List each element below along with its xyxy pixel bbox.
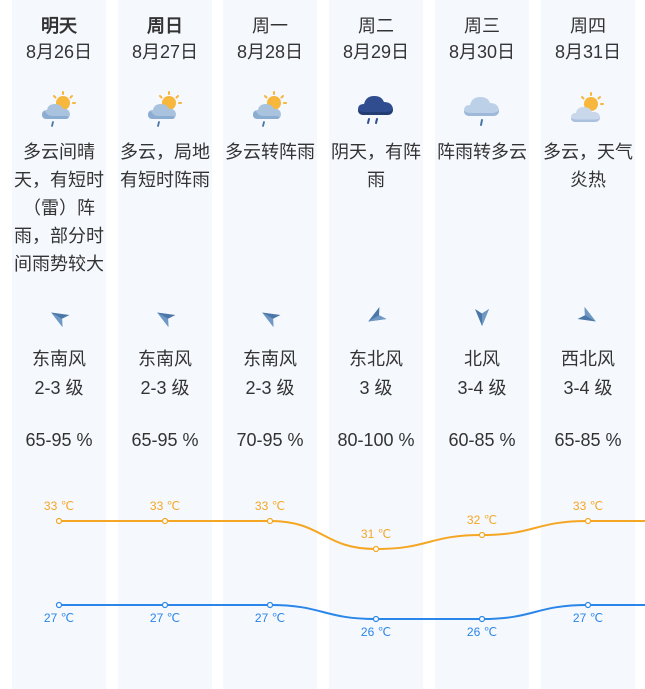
high-temp-label: 33 ℃ bbox=[255, 499, 285, 513]
weather-description: 多云，局地有短时阵雨 bbox=[120, 142, 210, 190]
weather-description: 阴天，有阵雨 bbox=[331, 142, 421, 190]
high-temp-label: 33 ℃ bbox=[573, 499, 603, 513]
high-temp-label: 32 ℃ bbox=[467, 513, 497, 527]
partly-cloudy-rain-icon bbox=[0, 90, 118, 130]
low-temp-label: 27 ℃ bbox=[573, 611, 603, 625]
wind-direction: 东南风 bbox=[32, 349, 86, 369]
wind-level: 3-4 级 bbox=[563, 378, 613, 398]
low-temp-label: 27 ℃ bbox=[255, 611, 285, 625]
humidity-range: 65-85 % bbox=[554, 430, 622, 450]
high-temp-label: 31 ℃ bbox=[361, 527, 391, 541]
day-label: 周一 bbox=[252, 16, 288, 36]
humidity-range: 65-95 % bbox=[131, 430, 199, 450]
humidity-range: 80-100 % bbox=[337, 430, 415, 450]
wind-level: 3-4 级 bbox=[457, 378, 507, 398]
weather-description: 多云转阵雨 bbox=[225, 142, 315, 162]
date-label: 8月30日 bbox=[448, 42, 516, 62]
date-label: 8月31日 bbox=[554, 42, 622, 62]
humidity-range: 70-95 % bbox=[236, 430, 304, 450]
wind-direction: 北风 bbox=[464, 349, 500, 369]
wind-direction: 东南风 bbox=[138, 349, 192, 369]
wind-level: 2-3 级 bbox=[245, 378, 295, 398]
low-temp-label: 27 ℃ bbox=[150, 611, 180, 625]
partly-cloudy-rain-icon bbox=[106, 90, 224, 130]
wind-level: 2-3 级 bbox=[34, 378, 84, 398]
wind-direction-arrow-icon bbox=[529, 306, 645, 328]
day-label: 周四 bbox=[570, 16, 606, 36]
low-temp-label: 26 ℃ bbox=[467, 625, 497, 639]
high-temp-point bbox=[161, 517, 169, 525]
forecast-day-column: 周四 8月31日 多云，天气炎热西北风 3-4 级 65-85 % bbox=[541, 0, 635, 689]
wind-direction-arrow-icon bbox=[317, 306, 435, 328]
low-temp-label: 26 ℃ bbox=[361, 625, 391, 639]
wind-direction-arrow-icon bbox=[211, 306, 329, 328]
high-temp-point bbox=[55, 517, 63, 525]
high-temp-line bbox=[59, 520, 645, 551]
date-label: 8月26日 bbox=[25, 42, 93, 62]
cloud-rain-icon bbox=[423, 90, 541, 130]
wind-direction: 东北风 bbox=[349, 349, 403, 369]
high-temp-point bbox=[478, 531, 486, 539]
low-temp-line bbox=[58, 604, 645, 620]
forecast-day-column: 周三 8月30日 阵雨转多云北风 3-4 级 60-85 % bbox=[435, 0, 529, 689]
wind-direction-arrow-icon bbox=[0, 306, 118, 328]
wind-direction-arrow-icon bbox=[106, 306, 224, 328]
date-label: 8月29日 bbox=[342, 42, 410, 62]
low-temp-point bbox=[584, 601, 592, 609]
dark-cloud-rain-icon bbox=[317, 90, 435, 130]
forecast-day-column: 周一 8月28日 多云转阵雨东南风 2-3 级 70-95 % bbox=[223, 0, 317, 689]
humidity-range: 65-95 % bbox=[25, 430, 93, 450]
high-temp-point bbox=[584, 517, 592, 525]
low-temp-point bbox=[55, 601, 63, 609]
wind-direction-arrow-icon bbox=[423, 306, 541, 328]
day-label: 周日 bbox=[147, 16, 183, 36]
weather-description: 阵雨转多云 bbox=[437, 142, 527, 162]
low-temp-point bbox=[478, 615, 486, 623]
high-temp-label: 33 ℃ bbox=[150, 499, 180, 513]
date-label: 8月28日 bbox=[236, 42, 304, 62]
partly-cloudy-rain-icon bbox=[211, 90, 329, 130]
high-temp-point bbox=[372, 545, 380, 553]
day-label: 明天 bbox=[41, 16, 77, 36]
day-label: 周三 bbox=[464, 16, 500, 36]
low-temp-point bbox=[372, 615, 380, 623]
low-temp-point bbox=[266, 601, 274, 609]
high-temp-label: 33 ℃ bbox=[44, 499, 74, 513]
day-label: 周二 bbox=[358, 16, 394, 36]
forecast-day-column: 周二 8月29日 阴天，有阵雨东北风 3 级 80-100 % bbox=[329, 0, 423, 689]
weather-description: 多云间晴天，有短时（雷）阵雨，部分时间雨势较大 bbox=[14, 142, 104, 274]
temperature-chart: 33 ℃ 33 ℃ 33 ℃ 31 ℃ 32 ℃ 33 ℃ 27 ℃ 27 ℃ 27 ℃ 26 ℃… bbox=[44, 499, 645, 639]
low-temp-label: 27 ℃ bbox=[44, 611, 74, 625]
weather-description: 多云，天气炎热 bbox=[543, 142, 633, 190]
wind-direction: 西北风 bbox=[561, 349, 615, 369]
low-temp-point bbox=[161, 601, 169, 609]
humidity-range: 60-85 % bbox=[448, 430, 516, 450]
high-temp-point bbox=[266, 517, 274, 525]
wind-level: 2-3 级 bbox=[140, 378, 190, 398]
forecast-day-column: 周日 8月27日 多云，局地有短时阵雨东南风 2-3 级 65-95 % bbox=[118, 0, 212, 689]
forecast-day-column: 明天 8月26日 多云间晴天，有短时（雷）阵雨，部分时间雨势较大东南风 2-3 级 6… bbox=[12, 0, 106, 689]
wind-level: 3 级 bbox=[359, 378, 393, 398]
wind-direction: 东南风 bbox=[243, 349, 297, 369]
partly-cloudy-icon bbox=[529, 90, 645, 130]
date-label: 8月27日 bbox=[131, 42, 199, 62]
